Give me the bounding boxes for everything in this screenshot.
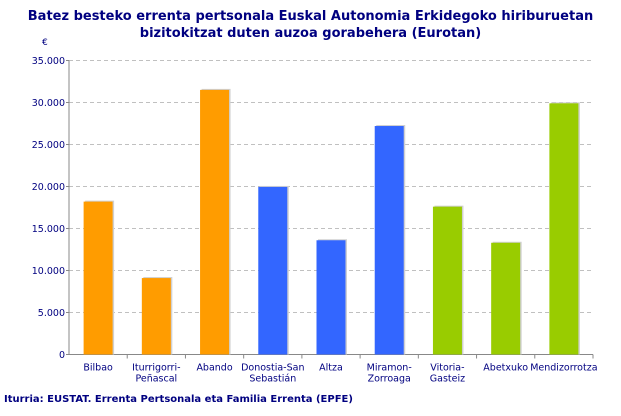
x-tick-label: Peñascal	[135, 374, 177, 385]
x-tick-label: Donostia-San	[241, 363, 304, 374]
y-tick-label: 5.000	[38, 308, 65, 319]
x-tick-label: Altza	[319, 363, 343, 374]
y-tick-label: 0	[59, 350, 65, 361]
x-tick-label: Miramon-	[367, 363, 412, 374]
y-axis-unit: €	[42, 38, 48, 48]
bar	[549, 103, 579, 355]
x-tick-label: Iturrigorri-	[132, 363, 180, 374]
bar	[374, 126, 404, 355]
y-tick-label: 20.000	[32, 182, 65, 193]
bar	[491, 242, 521, 355]
y-tick-label: 10.000	[32, 266, 65, 277]
bar	[83, 201, 113, 355]
bar	[200, 89, 230, 355]
y-tick-label: 30.000	[32, 98, 65, 109]
y-tick-label: 15.000	[32, 224, 65, 235]
source-note: Iturria: EUSTAT. Errenta Pertsonala eta …	[4, 394, 353, 405]
x-tick-label: Abando	[196, 363, 232, 374]
x-tick-label: Sebastián	[249, 374, 296, 385]
bar	[432, 206, 462, 355]
bar	[258, 186, 288, 355]
x-tick-label: Gasteiz	[430, 374, 465, 385]
x-tick-label: Vitoria-	[430, 363, 464, 374]
chart-title: Batez besteko errenta pertsonala Euskal …	[27, 9, 594, 41]
bar	[316, 240, 346, 355]
x-tick-label: Bilbao	[83, 363, 113, 374]
bar	[141, 278, 171, 355]
y-tick-label: 25.000	[32, 140, 65, 151]
x-tick-label: Abetxuko	[483, 363, 528, 374]
x-tick-label: Zorroaga	[368, 374, 411, 385]
x-tick-label: Mendizorrotza	[530, 363, 597, 374]
y-tick-label: 35.000	[32, 56, 65, 67]
